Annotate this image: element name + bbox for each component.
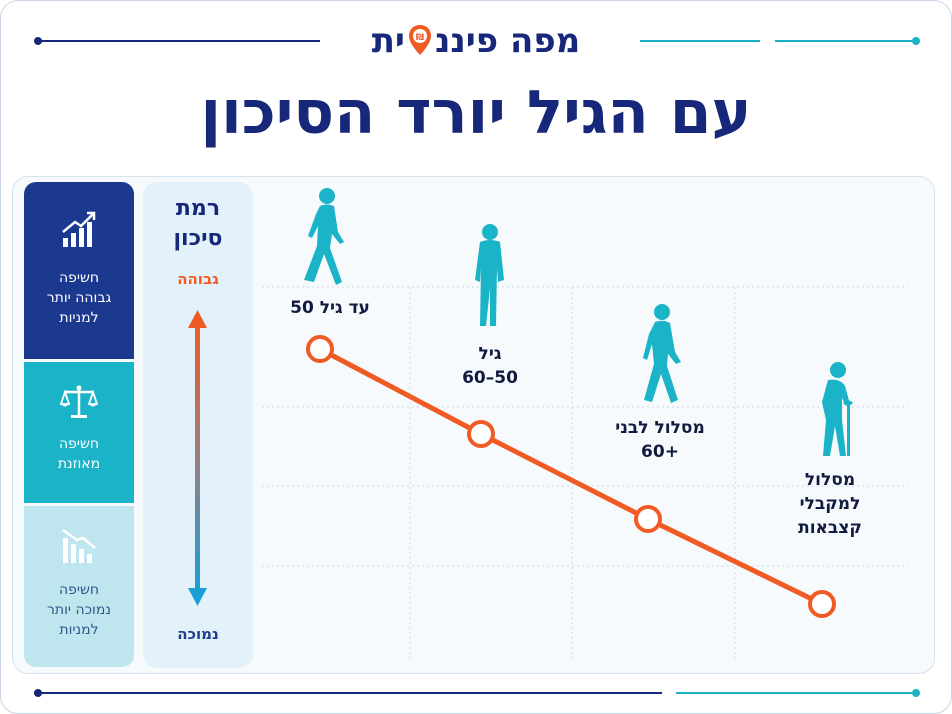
- footer-left-line: [40, 692, 662, 694]
- header-right-line-1: [640, 40, 760, 42]
- standing-person-icon: [475, 224, 504, 326]
- stage-1-line1: עד גיל 50: [290, 298, 370, 318]
- older-person-walking-icon: [643, 304, 681, 403]
- svg-text:₪: ₪: [416, 33, 424, 43]
- brand-logo: מפה פיננ ₪ ית: [316, 20, 636, 62]
- risk-title-line2: סיכון: [173, 226, 223, 251]
- stage-4-line1: מסלול: [804, 470, 856, 490]
- risk-point-stage-1: [306, 335, 334, 363]
- category-high-line2: גבוהה יותר: [46, 290, 112, 306]
- stage-label-pension: מסלול למקבלי קצבאות: [780, 468, 880, 540]
- balance-scale-icon: [59, 385, 99, 418]
- grid: [262, 286, 908, 660]
- category-low-line3: למניות: [59, 622, 99, 638]
- risk-point-stage-4: [808, 590, 836, 618]
- elderly-person-cane-icon: [822, 362, 854, 456]
- risk-point-stage-3: [634, 505, 662, 533]
- risk-level-title: רמת סיכון: [143, 194, 253, 254]
- risk-title-line1: רמת: [175, 196, 221, 221]
- risk-line-layer: [306, 335, 836, 618]
- walking-person-icon: [304, 188, 344, 285]
- risk-low-label: נמוכה: [177, 625, 219, 643]
- stage-2-line1: גיל: [478, 344, 502, 364]
- brand-text-part2: ית: [371, 21, 405, 61]
- arrow-down-head: [188, 588, 207, 606]
- arrow-up-head: [188, 310, 207, 328]
- footer-right-line: [676, 692, 912, 694]
- category-low-exposure: חשיפה נמוכה יותר למניות: [24, 506, 134, 667]
- header-left-dot: [34, 37, 42, 45]
- category-mid-line1: חשיפה: [58, 436, 100, 452]
- risk-point-stage-2: [467, 420, 495, 448]
- stage-4-line3: קצבאות: [798, 518, 862, 538]
- stage-2-line2: 50–60: [462, 368, 518, 388]
- category-low-line1: חשיפה: [58, 582, 100, 598]
- footer-right-dot: [912, 689, 920, 697]
- brand-text-part1: מפה פיננ: [434, 21, 581, 61]
- category-balanced-exposure: חשיפה מאוזנת: [24, 362, 134, 503]
- map-pin-icon: ₪: [408, 25, 431, 55]
- stage-3-line1: מסלול לבני: [615, 418, 705, 438]
- header-right-line-2: [775, 40, 915, 42]
- header-row: מפה פיננ ₪ ית: [0, 18, 952, 64]
- category-high-line3: למניות: [59, 310, 99, 326]
- header-right-dot: [912, 37, 920, 45]
- category-high-line1: חשיפה: [58, 270, 100, 286]
- stage-label-50-60: גיל 50–60: [440, 342, 540, 390]
- page-title: עם הגיל יורד הסיכון: [200, 78, 752, 148]
- category-high-exposure: חשיפה גבוהה יותר למניות: [24, 182, 134, 359]
- stage-label-60-plus: מסלול לבני +60: [590, 416, 730, 464]
- stage-3-line2: +60: [641, 442, 679, 462]
- stage-label-until-50: עד גיל 50: [260, 296, 400, 320]
- header-left-line: [40, 40, 320, 42]
- footer-left-dot: [34, 689, 42, 697]
- stage-4-line2: למקבלי: [799, 494, 861, 514]
- bar-chart-up-icon: [62, 211, 96, 247]
- bar-chart-down-icon: [62, 528, 96, 563]
- category-mid-line2: מאוזנת: [57, 456, 101, 472]
- risk-arrow: [188, 310, 207, 606]
- risk-trend-line: [318, 346, 824, 607]
- risk-high-label: גבוהה: [177, 270, 219, 288]
- category-low-line2: נמוכה יותר: [47, 602, 111, 618]
